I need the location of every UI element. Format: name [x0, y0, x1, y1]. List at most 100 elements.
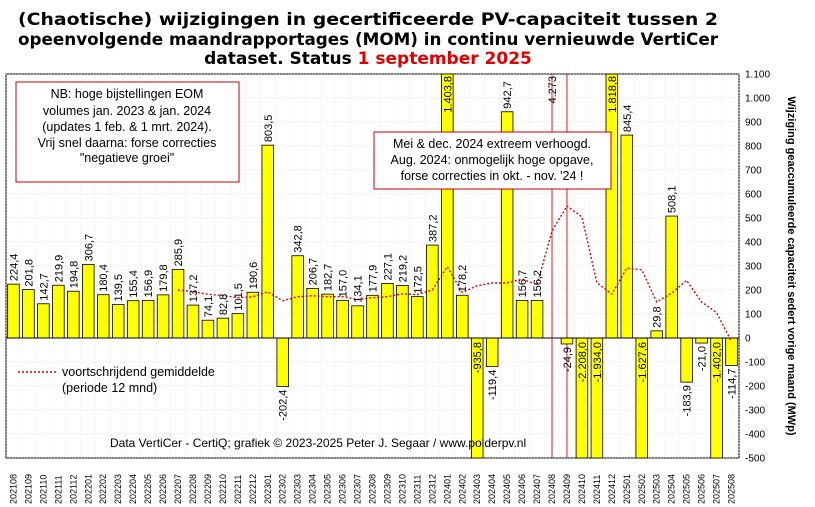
annotation-right-line: forse correcties in okt. - nov. '24 !	[401, 169, 584, 183]
value-label: 142,7	[38, 273, 50, 301]
x-tick-label: 202205	[143, 474, 153, 504]
bar	[126, 300, 140, 339]
bar	[426, 244, 439, 339]
legend-label: voortschrijdend gemiddelde	[62, 365, 215, 379]
bar	[530, 300, 544, 339]
title-line-1: (Chaotische) wijzigingen in gecertificee…	[18, 10, 718, 30]
bar	[366, 294, 379, 339]
x-tick-label: 202111	[53, 475, 63, 504]
bar	[67, 290, 80, 339]
title-line-2: opeenvolgende maandrapportages (MOM) in …	[18, 30, 719, 50]
bar	[321, 293, 334, 339]
bar	[485, 337, 499, 368]
bar	[82, 263, 95, 339]
bar	[171, 268, 185, 339]
y-tick-label: -300	[745, 406, 765, 417]
bar	[276, 337, 289, 387]
x-tick-label: 202112	[68, 475, 78, 504]
x-tick-label: 202503	[652, 474, 662, 504]
value-label: 178,2	[457, 265, 469, 293]
bar	[665, 215, 678, 339]
y-tick-label: -100	[745, 358, 765, 369]
bar	[216, 317, 230, 339]
x-tick-label: 202307	[353, 474, 363, 504]
annotation-left-line: volumes jan. 2023 & jan. 2024	[43, 104, 211, 118]
value-label: 74,1	[203, 296, 215, 317]
value-label: 1.818,8	[607, 76, 619, 113]
y-tick-label: 400	[745, 238, 762, 249]
value-label: 179,8	[158, 264, 170, 292]
bar	[695, 337, 708, 344]
value-label: 224,4	[8, 254, 20, 282]
value-label: 219,2	[397, 255, 409, 283]
x-tick-label: 202408	[547, 474, 557, 504]
value-label: 156,2	[532, 270, 544, 298]
gridlines	[5, 73, 740, 459]
x-tick-label: 202404	[487, 474, 497, 504]
bar	[650, 330, 663, 339]
annotation-left-line: (updates 1 feb. & 1 mrt. 2024).	[42, 120, 212, 134]
x-tick-label: 202407	[532, 474, 542, 504]
x-tick-label: 202412	[607, 474, 617, 504]
x-tick-label: 202206	[158, 474, 168, 504]
x-tick-label: 202302	[278, 474, 288, 504]
value-label: -21,0	[697, 346, 709, 371]
y-tick-label: 300	[745, 262, 762, 273]
bar	[22, 289, 35, 339]
y-tick-label: 500	[745, 214, 762, 225]
bar	[186, 304, 200, 339]
value-label: 155,4	[128, 270, 140, 298]
value-label: -119,4	[487, 370, 499, 400]
bar	[306, 287, 319, 339]
x-tick-label: 202110	[38, 475, 48, 504]
x-tick-label: 202308	[368, 474, 378, 504]
value-label: 101,5	[233, 283, 245, 311]
value-label: 387,2	[427, 215, 439, 243]
value-label: -24,9	[562, 347, 574, 372]
x-tick-label: 202306	[338, 474, 348, 504]
title-date: 1 september 2025	[358, 49, 532, 69]
x-tick-label: 202211	[233, 475, 243, 504]
x-tick-label: 202304	[308, 474, 318, 504]
annotation-left-line: Vrij snel daarna: forse correcties	[38, 136, 217, 150]
y-tick-label: -400	[745, 430, 765, 441]
x-tick-label: 202212	[248, 474, 258, 504]
value-label: -183,9	[682, 385, 694, 416]
value-label: -1.627,6	[637, 342, 649, 382]
x-tick-label: 202507	[712, 474, 722, 504]
value-label: 4.273	[547, 76, 559, 104]
value-label: -202,4	[278, 390, 290, 421]
bar	[246, 291, 260, 339]
value-label: 82,8	[218, 294, 230, 315]
y-tick-label: 800	[745, 142, 762, 153]
legend: voortschrijdend gemiddelde (periode 12 m…	[18, 365, 215, 395]
value-label: 845,4	[622, 105, 634, 133]
y-tick-label: 600	[745, 190, 762, 201]
legend-label-sub: (periode 12 mnd)	[62, 381, 157, 395]
y-axis-ticks: -500 -400 -300 -200 -100 0 100 200 300 400 500 600 7…	[745, 70, 770, 465]
y-tick-label: 0	[745, 334, 751, 345]
bar	[680, 337, 693, 383]
credit-text: Data VertiCer - CertiQ; grafiek © 2023-2…	[110, 436, 526, 450]
value-label: -935,8	[472, 342, 484, 373]
value-label: -114,7	[727, 369, 739, 399]
bar	[97, 294, 110, 339]
x-tick-label: 202504	[667, 474, 677, 504]
annotation-left-line: NB: hoge bijstellingen EOM	[51, 87, 204, 101]
value-label: 134,1	[353, 275, 365, 303]
title-line-3-prefix: dataset. Status	[204, 49, 358, 69]
x-tick-label: 202406	[517, 474, 527, 504]
bar	[560, 337, 574, 345]
bar	[620, 134, 634, 339]
x-tick-label: 202204	[128, 474, 138, 504]
y-tick-label: 1.000	[745, 94, 770, 105]
x-tick-label: 202505	[682, 474, 692, 504]
value-label: 182,7	[323, 264, 335, 292]
x-tick-label: 202202	[98, 474, 108, 504]
bar	[381, 283, 394, 339]
value-label: 201,8	[23, 259, 35, 287]
x-tick-label: 202210	[218, 474, 228, 504]
bar	[261, 144, 275, 339]
value-label: 219,9	[53, 255, 65, 283]
